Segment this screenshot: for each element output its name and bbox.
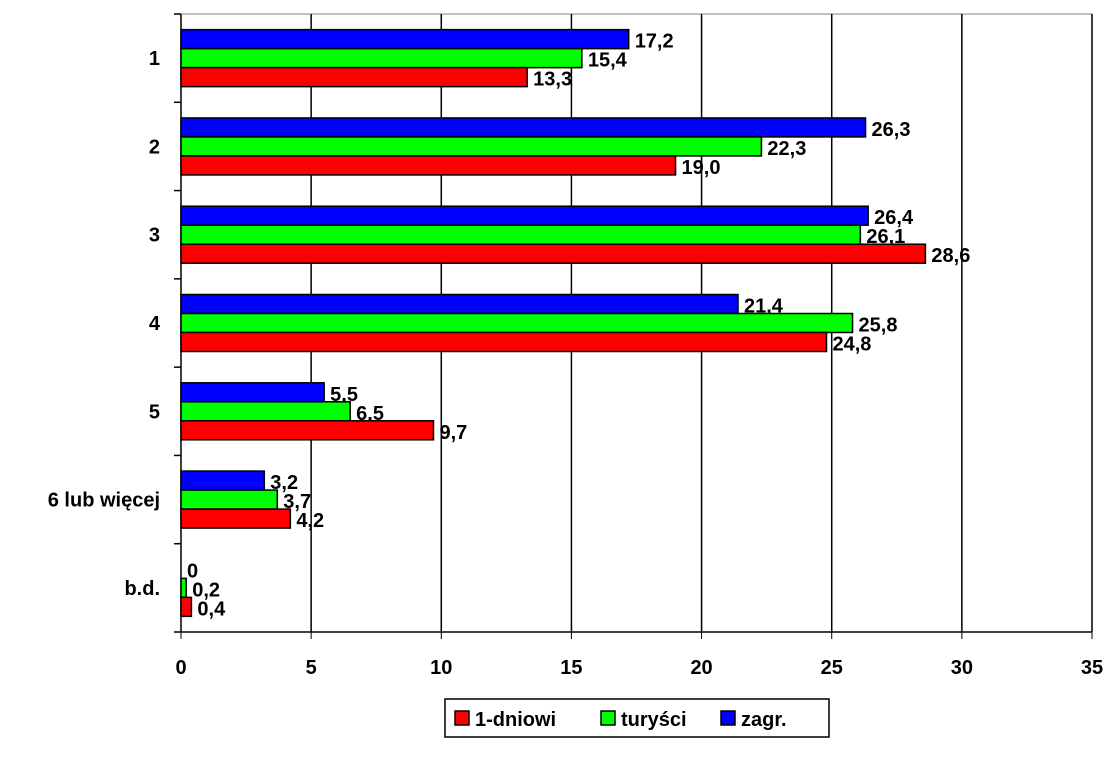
legend-swatch <box>454 710 470 726</box>
data-label: 22,3 <box>767 138 806 160</box>
data-label: 25,8 <box>859 315 898 337</box>
bar-turyści <box>180 224 862 245</box>
data-label: 28,6 <box>931 245 970 267</box>
data-label: 21,4 <box>744 296 784 318</box>
legend-label: zagr. <box>741 709 787 731</box>
category-label: 4 <box>149 313 161 335</box>
data-label: 4,2 <box>296 510 324 532</box>
legend-swatch <box>720 710 736 726</box>
data-label: 6,5 <box>356 403 384 425</box>
category-label: 6 lub więcej <box>48 490 160 512</box>
x-tick-label: 5 <box>306 657 317 679</box>
data-label: 19,0 <box>682 157 721 179</box>
legend-box <box>444 698 830 738</box>
bar-zagr. <box>180 293 739 315</box>
category-label: 2 <box>149 136 160 158</box>
category-label: 5 <box>149 401 160 423</box>
data-label: 0 <box>187 560 198 582</box>
bar-zagr. <box>180 205 869 226</box>
bar-turyści <box>180 489 279 510</box>
bar-1-dniowi <box>180 243 927 264</box>
x-tick-label: 35 <box>1081 657 1103 679</box>
bar-turyści <box>180 577 187 599</box>
data-label: 9,7 <box>439 422 467 444</box>
legend-label: turyści <box>621 709 687 731</box>
x-tick-label: 10 <box>430 657 452 679</box>
data-label: 0,2 <box>192 579 220 601</box>
x-tick-label: 20 <box>690 657 712 679</box>
category-label: b.d. <box>124 578 160 600</box>
bar-1-dniowi <box>180 331 828 353</box>
data-label: 13,3 <box>533 69 572 91</box>
bar-turyści <box>180 136 763 157</box>
legend-swatch <box>600 710 616 726</box>
data-label: 0,4 <box>197 598 226 620</box>
data-label: 17,2 <box>635 31 674 53</box>
x-tick-label: 15 <box>560 657 582 679</box>
bar-zagr. <box>180 28 630 50</box>
bar-zagr. <box>180 382 325 403</box>
data-label: 3,2 <box>270 472 298 494</box>
x-tick-label: 0 <box>175 657 186 679</box>
bar-zagr. <box>180 470 266 491</box>
bar-turyści <box>180 401 351 422</box>
data-label: 26,3 <box>872 119 911 141</box>
x-tick-label: 30 <box>951 657 973 679</box>
bar-turyści <box>180 47 583 69</box>
x-tick-label: 25 <box>821 657 843 679</box>
bar-1-dniowi <box>180 596 193 618</box>
bar-1-dniowi <box>180 155 677 176</box>
data-label: 3,7 <box>283 491 311 513</box>
data-label: 15,4 <box>588 50 628 72</box>
bar-turyści <box>180 312 854 334</box>
bar-zagr. <box>180 117 867 138</box>
bar-1-dniowi <box>180 66 528 88</box>
data-label: 24,8 <box>833 334 872 356</box>
data-label: 26,1 <box>866 226 905 248</box>
bar-1-dniowi <box>180 420 435 441</box>
data-label: 5,5 <box>330 384 358 406</box>
bar-1-dniowi <box>180 508 292 529</box>
category-label: 3 <box>149 225 160 247</box>
category-label: 1 <box>149 48 160 70</box>
data-label: 26,4 <box>874 207 914 229</box>
legend-label: 1-dniowi <box>475 709 556 731</box>
